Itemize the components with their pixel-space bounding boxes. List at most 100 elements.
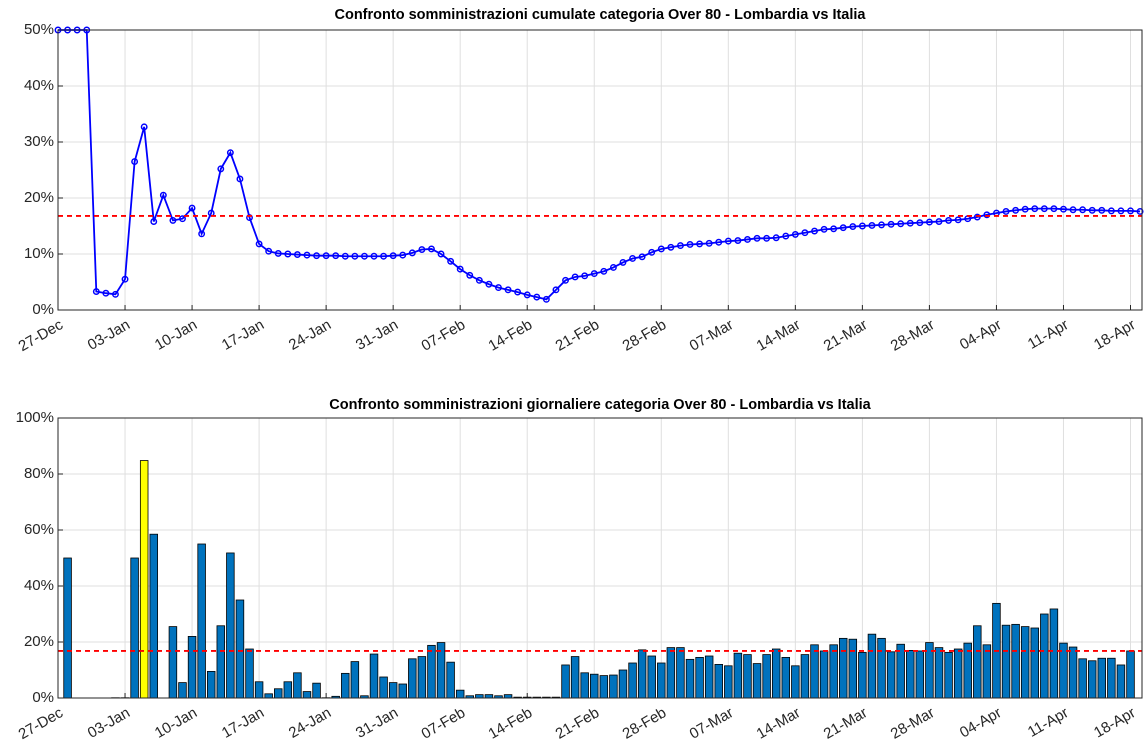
data-point [380, 252, 388, 260]
data-point [408, 249, 416, 257]
chart-title: Confronto somministrazioni cumulate cate… [335, 7, 867, 23]
bar [752, 663, 762, 699]
bar [283, 681, 293, 699]
data-point [849, 223, 857, 231]
data-point [782, 232, 790, 240]
data-point [159, 191, 167, 199]
bar [609, 674, 618, 699]
bar [350, 661, 360, 699]
data-point [293, 251, 301, 259]
bar [341, 672, 350, 699]
data-point [696, 240, 704, 248]
data-point [878, 221, 885, 229]
bar [944, 651, 953, 699]
data-point [1031, 205, 1039, 213]
data-point [92, 288, 100, 295]
y-tick-label: 40% [24, 77, 54, 94]
bar [781, 657, 791, 699]
data-point [954, 216, 962, 224]
data-point [686, 241, 694, 248]
data-point [226, 149, 234, 157]
x-tick-label: 24-Jan [286, 316, 334, 354]
data-point [868, 221, 876, 229]
bar [1040, 613, 1049, 699]
data-point [791, 230, 799, 238]
data-point [533, 293, 541, 301]
bar [637, 649, 647, 699]
data-point [112, 290, 119, 298]
chart-title: Confronto somministrazioni giornaliere c… [329, 397, 871, 413]
data-point [514, 288, 522, 296]
bar [791, 665, 800, 699]
data-point [830, 225, 838, 233]
bar [982, 644, 992, 699]
data-point [1012, 206, 1020, 214]
data-point [906, 219, 914, 227]
x-tick-label: 21-Mar [821, 316, 871, 354]
data-point [1060, 205, 1067, 213]
data-point [466, 271, 474, 279]
bar [896, 643, 905, 699]
bar [695, 657, 704, 699]
bar [417, 656, 427, 699]
bar [934, 647, 944, 699]
bar [503, 694, 513, 699]
bar [1078, 658, 1087, 699]
data-point [322, 252, 330, 260]
bar [666, 647, 676, 699]
bar [647, 655, 656, 699]
data-point [571, 273, 579, 281]
bar [446, 661, 455, 699]
bar [149, 533, 158, 699]
data-line [58, 29, 1141, 301]
bar [274, 688, 283, 699]
bar [618, 669, 628, 699]
y-tick-label: 50% [24, 21, 54, 38]
x-tick-label: 07-Feb [419, 316, 469, 354]
data-point [370, 252, 378, 260]
bar [312, 682, 321, 699]
bar [1107, 657, 1116, 699]
bar [628, 662, 637, 699]
bar [1126, 650, 1135, 699]
data-point [341, 252, 349, 260]
bar [714, 664, 723, 699]
data-point [1002, 207, 1010, 215]
data-point [456, 265, 464, 273]
x-tick-label: 18-Apr [1091, 704, 1138, 741]
data-point [705, 239, 713, 247]
bar [1011, 623, 1020, 699]
x-tick-label: 10-Jan [152, 704, 200, 742]
bar [819, 650, 829, 699]
data-point [131, 158, 139, 166]
data-point [1127, 207, 1134, 215]
data-point [973, 213, 981, 221]
x-tick-label: 21-Feb [553, 704, 603, 742]
y-tick-label: 20% [24, 633, 54, 650]
bar [848, 638, 858, 699]
x-tick-label: 14-Feb [486, 704, 536, 742]
data-point [274, 249, 282, 257]
data-point [763, 234, 771, 242]
x-tick-label: 28-Feb [620, 704, 670, 742]
data-point [418, 246, 426, 253]
bar [915, 650, 925, 699]
data-point [217, 165, 225, 173]
bar [302, 691, 312, 699]
data-point [351, 252, 359, 260]
bar [139, 460, 149, 699]
data-point [198, 230, 206, 238]
bar [877, 637, 886, 699]
data-point [552, 286, 560, 294]
x-tick-label: 17-Jan [219, 704, 267, 742]
data-point [801, 229, 809, 237]
data-point [744, 235, 751, 243]
x-tick-label: 28-Mar [888, 704, 938, 742]
bar [216, 625, 226, 699]
bar [733, 652, 743, 699]
bar [1001, 624, 1011, 699]
data-point [657, 245, 665, 253]
y-tick-label: 60% [24, 521, 54, 538]
data-point [753, 234, 761, 242]
data-point [236, 175, 244, 183]
